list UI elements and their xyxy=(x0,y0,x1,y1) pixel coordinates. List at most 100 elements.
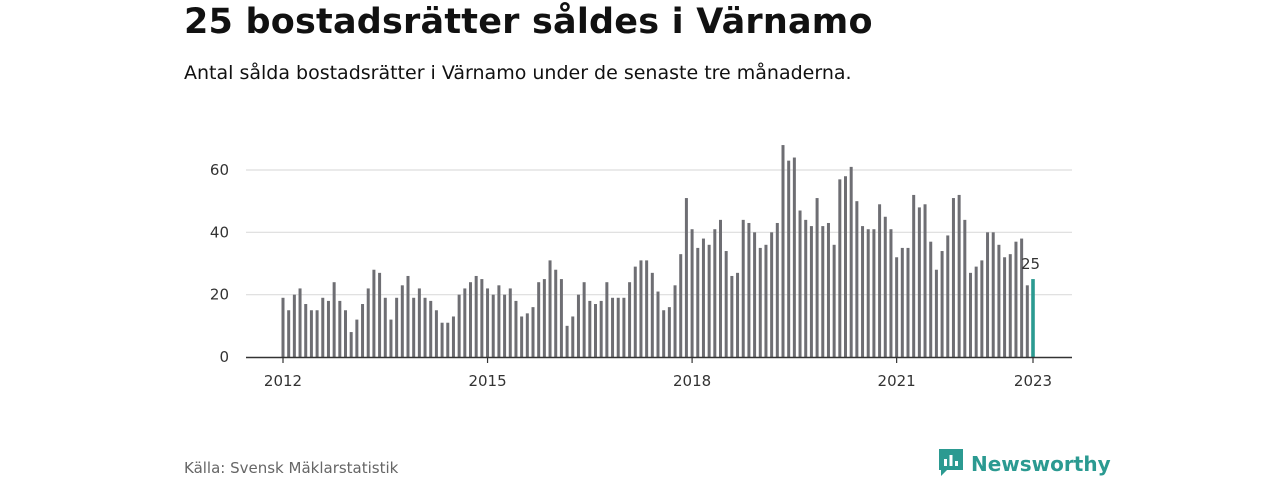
bar xyxy=(815,198,819,357)
bar xyxy=(1020,238,1024,357)
bar xyxy=(429,300,433,357)
bar xyxy=(497,285,501,357)
bar xyxy=(605,282,609,357)
bar xyxy=(559,279,563,357)
y-tick-label: 60 xyxy=(210,161,229,179)
bar xyxy=(503,294,507,357)
bar xyxy=(912,194,916,357)
bar xyxy=(770,232,774,357)
bar xyxy=(696,247,700,357)
bar xyxy=(309,310,313,357)
bar xyxy=(741,219,745,357)
bar xyxy=(588,300,592,357)
bar xyxy=(338,300,342,357)
bar xyxy=(707,244,711,357)
y-tick-label: 0 xyxy=(219,348,229,366)
bar xyxy=(758,247,762,357)
bar xyxy=(792,157,796,357)
brand-name: Newsworthy xyxy=(971,452,1111,476)
bar xyxy=(667,307,671,357)
bar xyxy=(753,232,757,357)
bar xyxy=(622,297,626,357)
bar xyxy=(594,304,597,357)
bar xyxy=(804,219,808,357)
bar xyxy=(434,310,438,357)
bar-highlight xyxy=(1031,279,1035,357)
bar xyxy=(889,229,893,357)
bar xyxy=(719,219,722,357)
bar xyxy=(923,204,927,357)
bar-chart: 0 20 40 60 2012 2015 2018 2021 2023 25 xyxy=(210,145,1072,390)
bar xyxy=(400,285,404,357)
chart-title: 25 bostadsrätter såldes i Värnamo xyxy=(184,2,873,42)
bar xyxy=(451,316,455,357)
bar xyxy=(1014,241,1018,357)
bar xyxy=(957,194,961,357)
bar xyxy=(332,282,336,357)
bar xyxy=(531,307,535,357)
bar xyxy=(963,219,967,357)
bar xyxy=(861,226,865,357)
bar xyxy=(457,294,461,357)
bar xyxy=(645,260,649,357)
bar xyxy=(344,310,347,357)
bar xyxy=(1025,285,1029,357)
bar xyxy=(809,226,813,357)
bar xyxy=(542,279,546,357)
bar xyxy=(446,322,450,357)
bar xyxy=(883,216,887,357)
bar xyxy=(656,291,660,357)
bar xyxy=(508,288,512,357)
bar xyxy=(895,257,899,357)
bar xyxy=(412,297,416,357)
bar xyxy=(326,300,330,357)
bar xyxy=(611,297,615,357)
bar xyxy=(821,226,825,357)
bar xyxy=(292,294,296,357)
axes: 0 20 40 60 2012 2015 2018 2021 2023 25 xyxy=(210,161,1072,390)
bar xyxy=(321,297,325,357)
bar xyxy=(616,297,620,357)
bar xyxy=(389,319,393,357)
bar xyxy=(934,269,938,357)
bar xyxy=(639,260,643,357)
bar xyxy=(900,247,904,357)
bar xyxy=(525,313,529,357)
y-tick-label: 40 xyxy=(210,223,229,241)
bar xyxy=(361,304,365,357)
bar xyxy=(986,232,990,357)
bar xyxy=(980,260,984,357)
bar xyxy=(798,210,802,357)
bar xyxy=(628,282,632,357)
bar xyxy=(1008,254,1012,357)
x-tick-label: 2023 xyxy=(1014,372,1052,390)
bar xyxy=(514,300,518,357)
bar xyxy=(701,238,705,357)
bar xyxy=(946,235,950,357)
bar xyxy=(423,297,427,357)
bar xyxy=(878,204,882,357)
chart-subtitle: Antal sålda bostadsrätter i Värnamo unde… xyxy=(184,62,852,84)
bar xyxy=(730,275,734,357)
source-note: Källa: Svensk Mäklarstatistik xyxy=(184,459,399,477)
bar xyxy=(872,229,876,357)
bar xyxy=(940,251,944,357)
bar xyxy=(349,332,353,357)
bar xyxy=(747,222,751,357)
bar xyxy=(991,232,995,357)
bar xyxy=(662,310,666,357)
bar xyxy=(951,198,955,357)
brand-logo: Newsworthy xyxy=(937,449,1111,479)
bar xyxy=(997,244,1001,357)
bar xyxy=(406,275,410,357)
bar xyxy=(378,272,382,357)
bar xyxy=(684,198,688,357)
bar xyxy=(571,316,575,357)
bar xyxy=(469,282,472,357)
x-tick-label: 2015 xyxy=(468,372,506,390)
newsworthy-logo-icon xyxy=(937,447,965,481)
x-tick-label: 2021 xyxy=(878,372,916,390)
bar xyxy=(906,247,910,357)
bar xyxy=(582,282,586,357)
bar xyxy=(355,319,359,357)
